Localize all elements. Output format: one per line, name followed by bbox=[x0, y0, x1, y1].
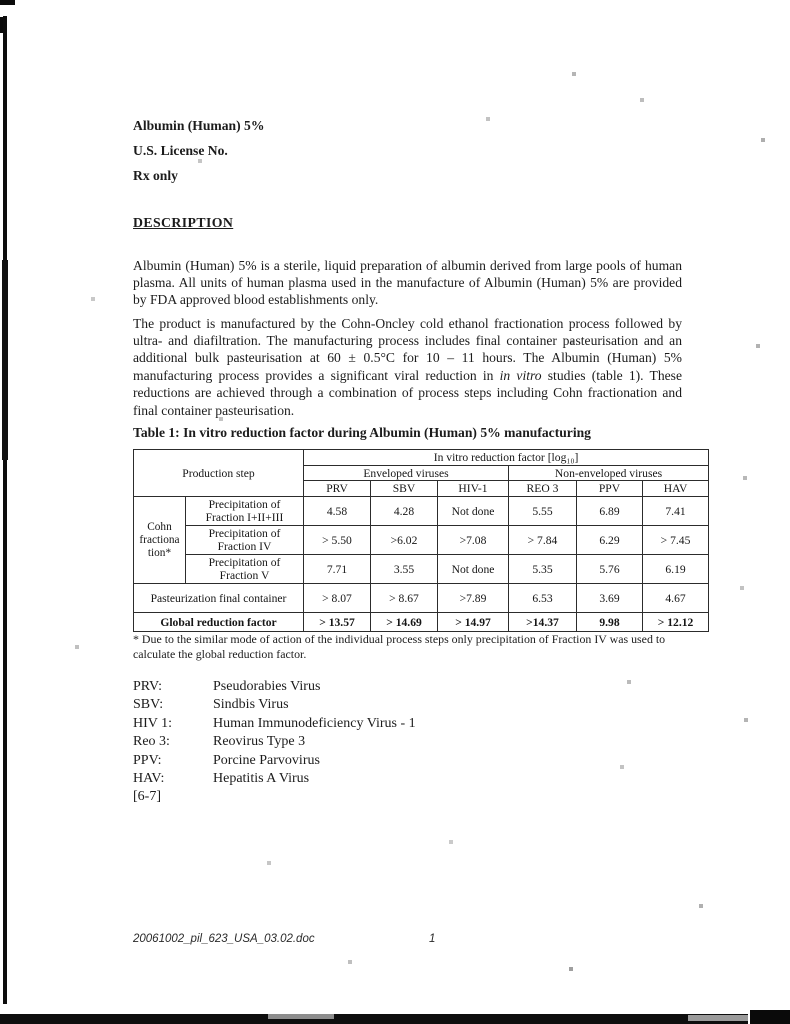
value-cell: Not done bbox=[437, 554, 509, 584]
abbr-term: PPV: bbox=[133, 752, 162, 768]
value-cell: 4.28 bbox=[370, 496, 438, 526]
value-cell: 4.67 bbox=[641, 583, 710, 613]
group-cohn-fractionation: Cohn fractiona tion* bbox=[133, 496, 186, 584]
description-heading: DESCRIPTION bbox=[133, 215, 234, 230]
step-pasteurization: Pasteurization final container bbox=[133, 583, 304, 613]
abbr-term: HIV 1: bbox=[133, 715, 173, 731]
list-item: HIV 1: Human Immunodeficiency Virus - 1 bbox=[133, 715, 416, 733]
list-item: PRV: Pseudorabies Virus bbox=[133, 678, 416, 696]
description-paragraph-2: The product is manufactured by the Cohn-… bbox=[133, 315, 682, 419]
table-row-global: Global reduction factor > 13.57 > 14.69 … bbox=[133, 612, 710, 632]
document-header: Albumin (Human) 5% U.S. License No. Rx o… bbox=[133, 119, 264, 194]
list-item: Reo 3: Reovirus Type 3 bbox=[133, 733, 416, 751]
value-cell: 6.29 bbox=[576, 525, 643, 555]
header-col-prv: PRV bbox=[303, 480, 371, 497]
value-cell: > 8.67 bbox=[370, 583, 438, 613]
value-cell: >7.08 bbox=[437, 525, 509, 555]
list-item: PPV: Porcine Parvovirus bbox=[133, 752, 416, 770]
header-col-ppv: PPV bbox=[576, 480, 643, 497]
license-line: U.S. License No. bbox=[133, 143, 228, 158]
scan-bottom-bar-gray-patch bbox=[268, 1014, 334, 1019]
abbr-definition: Sindbis Virus bbox=[213, 697, 289, 713]
paragraph-2-text-end: studies (table 1). These reductions are … bbox=[133, 367, 682, 418]
header-production-step: Production step bbox=[133, 449, 304, 497]
table-row: Precipitation of Fraction IV > 5.50 >6.0… bbox=[134, 525, 710, 555]
table-caption: Table 1: In vitro reduction factor durin… bbox=[133, 425, 591, 440]
step-global-reduction: Global reduction factor bbox=[133, 612, 304, 632]
reference-citation: [6-7] bbox=[133, 789, 161, 805]
header-col-reo3: REO 3 bbox=[508, 480, 577, 497]
footer-page-number: 1 bbox=[429, 933, 436, 945]
header-col-hiv1: HIV-1 bbox=[437, 480, 509, 497]
scan-bottom-bar-gray-patch-2 bbox=[688, 1015, 762, 1021]
value-cell: 6.53 bbox=[508, 583, 577, 613]
value-cell: 5.35 bbox=[508, 554, 577, 584]
abbr-term: SBV: bbox=[133, 697, 164, 713]
abbr-definition: Porcine Parvovirus bbox=[213, 752, 320, 768]
footer-filename: 20061002_pil_623_USA_03.02.doc bbox=[133, 933, 315, 945]
abbreviation-list: PRV: Pseudorabies Virus SBV: Sindbis Vir… bbox=[133, 678, 416, 807]
step-label: Precipitation of Fraction I+II+III bbox=[185, 496, 304, 526]
value-cell: 5.76 bbox=[576, 554, 643, 584]
step-label: Precipitation of Fraction IV bbox=[185, 525, 304, 555]
value-cell: 6.19 bbox=[641, 554, 710, 584]
value-cell: 3.55 bbox=[370, 554, 438, 584]
value-cell: > 14.97 bbox=[437, 612, 509, 632]
table-row: Precipitation of Fraction V 7.71 3.55 No… bbox=[134, 554, 710, 584]
value-cell: >14.37 bbox=[508, 612, 577, 632]
value-cell: >6.02 bbox=[370, 525, 438, 555]
table-row: Pasteurization final container > 8.07 > … bbox=[133, 583, 710, 613]
value-cell: > 14.69 bbox=[370, 612, 438, 632]
table-row: Cohn fractiona tion* Precipitation of Fr… bbox=[133, 496, 710, 584]
value-cell: 4.58 bbox=[303, 496, 371, 526]
abbr-term: HAV: bbox=[133, 771, 165, 787]
scan-corner-artifact bbox=[0, 0, 15, 5]
value-cell: > 8.07 bbox=[303, 583, 371, 613]
scan-left-edge-artifact bbox=[3, 16, 7, 1004]
step-label: Precipitation of Fraction V bbox=[185, 554, 304, 584]
paragraph-2-italic-phrase: in vitro bbox=[499, 367, 542, 383]
value-cell: > 12.12 bbox=[641, 612, 710, 632]
header-col-sbv: SBV bbox=[370, 480, 438, 497]
scan-bottom-corner-artifact bbox=[748, 1008, 790, 1024]
abbr-term: Reo 3: bbox=[133, 734, 170, 750]
value-cell: 6.89 bbox=[576, 496, 643, 526]
abbr-definition: Hepatitis A Virus bbox=[213, 771, 310, 787]
abbr-definition: Pseudorabies Virus bbox=[213, 679, 321, 694]
value-cell: 7.71 bbox=[303, 554, 371, 584]
scan-bottom-bar-artifact bbox=[0, 1014, 790, 1024]
scan-left-edge-artifact-2 bbox=[2, 260, 8, 460]
value-cell: 9.98 bbox=[576, 612, 643, 632]
abbr-definition: Reovirus Type 3 bbox=[213, 734, 306, 750]
product-title: Albumin (Human) 5% bbox=[133, 118, 265, 133]
value-cell: 7.41 bbox=[641, 496, 710, 526]
table-footnote: * Due to the similar mode of action of t… bbox=[133, 632, 666, 661]
value-cell: > 7.84 bbox=[508, 525, 577, 555]
value-cell: > 7.45 bbox=[641, 525, 710, 555]
viral-reduction-table: Production step In vitro reduction facto… bbox=[133, 449, 710, 632]
header-col-hav: HAV bbox=[641, 480, 710, 497]
value-cell: > 5.50 bbox=[303, 525, 371, 555]
value-cell: Not done bbox=[437, 496, 509, 526]
scan-noise-speckles bbox=[0, 0, 2, 2]
header-enveloped-viruses: Enveloped viruses bbox=[303, 465, 509, 481]
header-reduction-factor: In vitro reduction factor [log₁₀] bbox=[302, 449, 710, 466]
abbr-term: PRV: bbox=[133, 679, 162, 694]
value-cell: 3.69 bbox=[576, 583, 643, 613]
value-cell: >7.89 bbox=[437, 583, 509, 613]
abbr-definition: Human Immunodeficiency Virus - 1 bbox=[213, 715, 416, 731]
header-non-enveloped-viruses: Non-enveloped viruses bbox=[507, 465, 710, 481]
list-item: SBV: Sindbis Virus bbox=[133, 696, 416, 714]
value-cell: > 13.57 bbox=[303, 612, 371, 632]
paragraph-2-text-start: The product is manufactured by the Cohn-… bbox=[133, 315, 682, 383]
rx-only-line: Rx only bbox=[133, 168, 178, 183]
list-item: HAV: Hepatitis A Virus bbox=[133, 770, 416, 788]
description-paragraph-1: Albumin (Human) 5% is a sterile, liquid … bbox=[133, 257, 682, 308]
value-cell: 5.55 bbox=[508, 496, 577, 526]
